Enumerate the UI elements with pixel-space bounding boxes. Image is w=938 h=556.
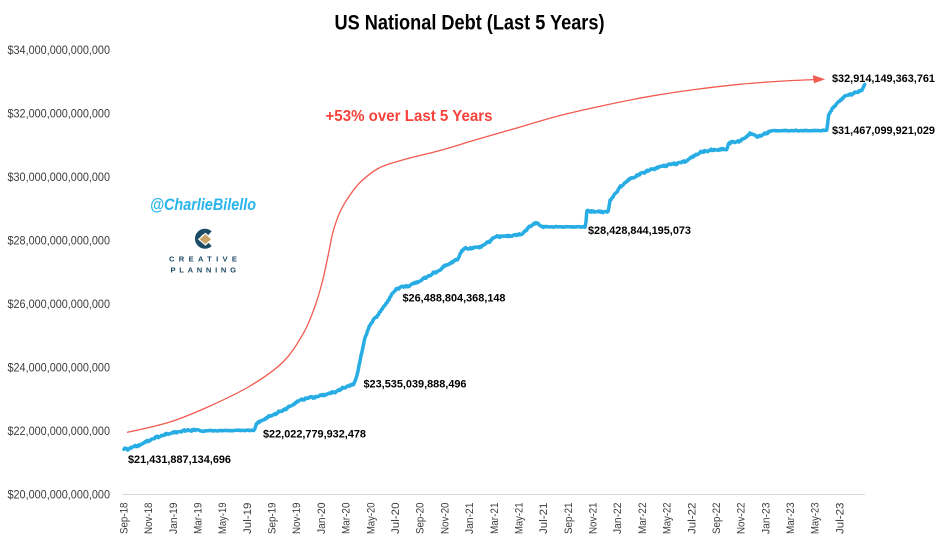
- svg-text:Nov-20: Nov-20: [439, 502, 451, 534]
- svg-text:Sep-19: Sep-19: [267, 502, 279, 534]
- svg-text:Jul-21: Jul-21: [538, 502, 550, 534]
- svg-text:Jan-20: Jan-20: [316, 502, 328, 534]
- svg-text:$32,914,149,363,761: $32,914,149,363,761: [832, 73, 935, 85]
- svg-text:$22,022,779,932,478: $22,022,779,932,478: [263, 429, 366, 441]
- svg-text:Sep-18: Sep-18: [118, 502, 130, 534]
- svg-text:+53% over Last 5 Years: +53% over Last 5 Years: [326, 108, 493, 125]
- svg-text:$24,000,000,000,000: $24,000,000,000,000: [8, 360, 111, 374]
- svg-text:May-20: May-20: [365, 502, 377, 534]
- svg-text:Mar-22: Mar-22: [637, 502, 649, 534]
- svg-text:Mar-23: Mar-23: [785, 502, 797, 534]
- svg-text:$34,000,000,000,000: $34,000,000,000,000: [8, 43, 111, 57]
- svg-text:Mar-21: Mar-21: [489, 502, 501, 534]
- svg-text:Mar-19: Mar-19: [193, 502, 205, 534]
- svg-text:Jul-23: Jul-23: [834, 502, 846, 534]
- svg-text:Sep-21: Sep-21: [563, 502, 575, 534]
- svg-text:Jul-19: Jul-19: [242, 502, 254, 534]
- svg-text:CREATIVE: CREATIVE: [169, 255, 239, 264]
- svg-text:$26,000,000,000,000: $26,000,000,000,000: [8, 297, 111, 311]
- svg-text:Sep-20: Sep-20: [415, 502, 427, 534]
- svg-text:PLANNING: PLANNING: [171, 265, 239, 274]
- svg-text:May-22: May-22: [662, 502, 674, 534]
- svg-text:Jul-20: Jul-20: [390, 502, 402, 534]
- svg-text:$28,428,844,195,073: $28,428,844,195,073: [588, 225, 691, 237]
- svg-text:$28,000,000,000,000: $28,000,000,000,000: [8, 233, 111, 247]
- svg-text:$26,488,804,368,148: $26,488,804,368,148: [403, 293, 506, 305]
- svg-text:Mar-20: Mar-20: [341, 502, 353, 534]
- svg-text:$30,000,000,000,000: $30,000,000,000,000: [8, 170, 111, 184]
- svg-text:Jan-21: Jan-21: [464, 502, 476, 534]
- svg-text:US National Debt (Last 5 Years: US National Debt (Last 5 Years): [335, 12, 605, 35]
- svg-text:Nov-22: Nov-22: [736, 502, 748, 534]
- svg-text:Jan-23: Jan-23: [760, 502, 772, 534]
- svg-text:$23,535,039,888,496: $23,535,039,888,496: [364, 379, 467, 391]
- svg-text:Jan-19: Jan-19: [168, 502, 180, 534]
- svg-text:$32,000,000,000,000: $32,000,000,000,000: [8, 106, 111, 120]
- svg-text:$31,467,099,921,029: $31,467,099,921,029: [832, 125, 935, 137]
- svg-text:Jan-22: Jan-22: [612, 502, 624, 534]
- svg-text:May-23: May-23: [810, 502, 822, 534]
- svg-text:$21,431,887,134,696: $21,431,887,134,696: [128, 454, 231, 466]
- svg-text:Sep-22: Sep-22: [711, 502, 723, 534]
- svg-text:May-19: May-19: [217, 502, 229, 534]
- svg-text:Nov-21: Nov-21: [588, 502, 600, 534]
- svg-text:Nov-18: Nov-18: [143, 502, 155, 534]
- svg-text:Nov-19: Nov-19: [291, 502, 303, 534]
- svg-text:@CharlieBilello: @CharlieBilello: [150, 196, 256, 214]
- svg-text:Jul-22: Jul-22: [686, 502, 698, 534]
- svg-text:$20,000,000,000,000: $20,000,000,000,000: [8, 487, 111, 501]
- svg-text:$22,000,000,000,000: $22,000,000,000,000: [8, 424, 111, 438]
- svg-text:May-21: May-21: [513, 502, 525, 534]
